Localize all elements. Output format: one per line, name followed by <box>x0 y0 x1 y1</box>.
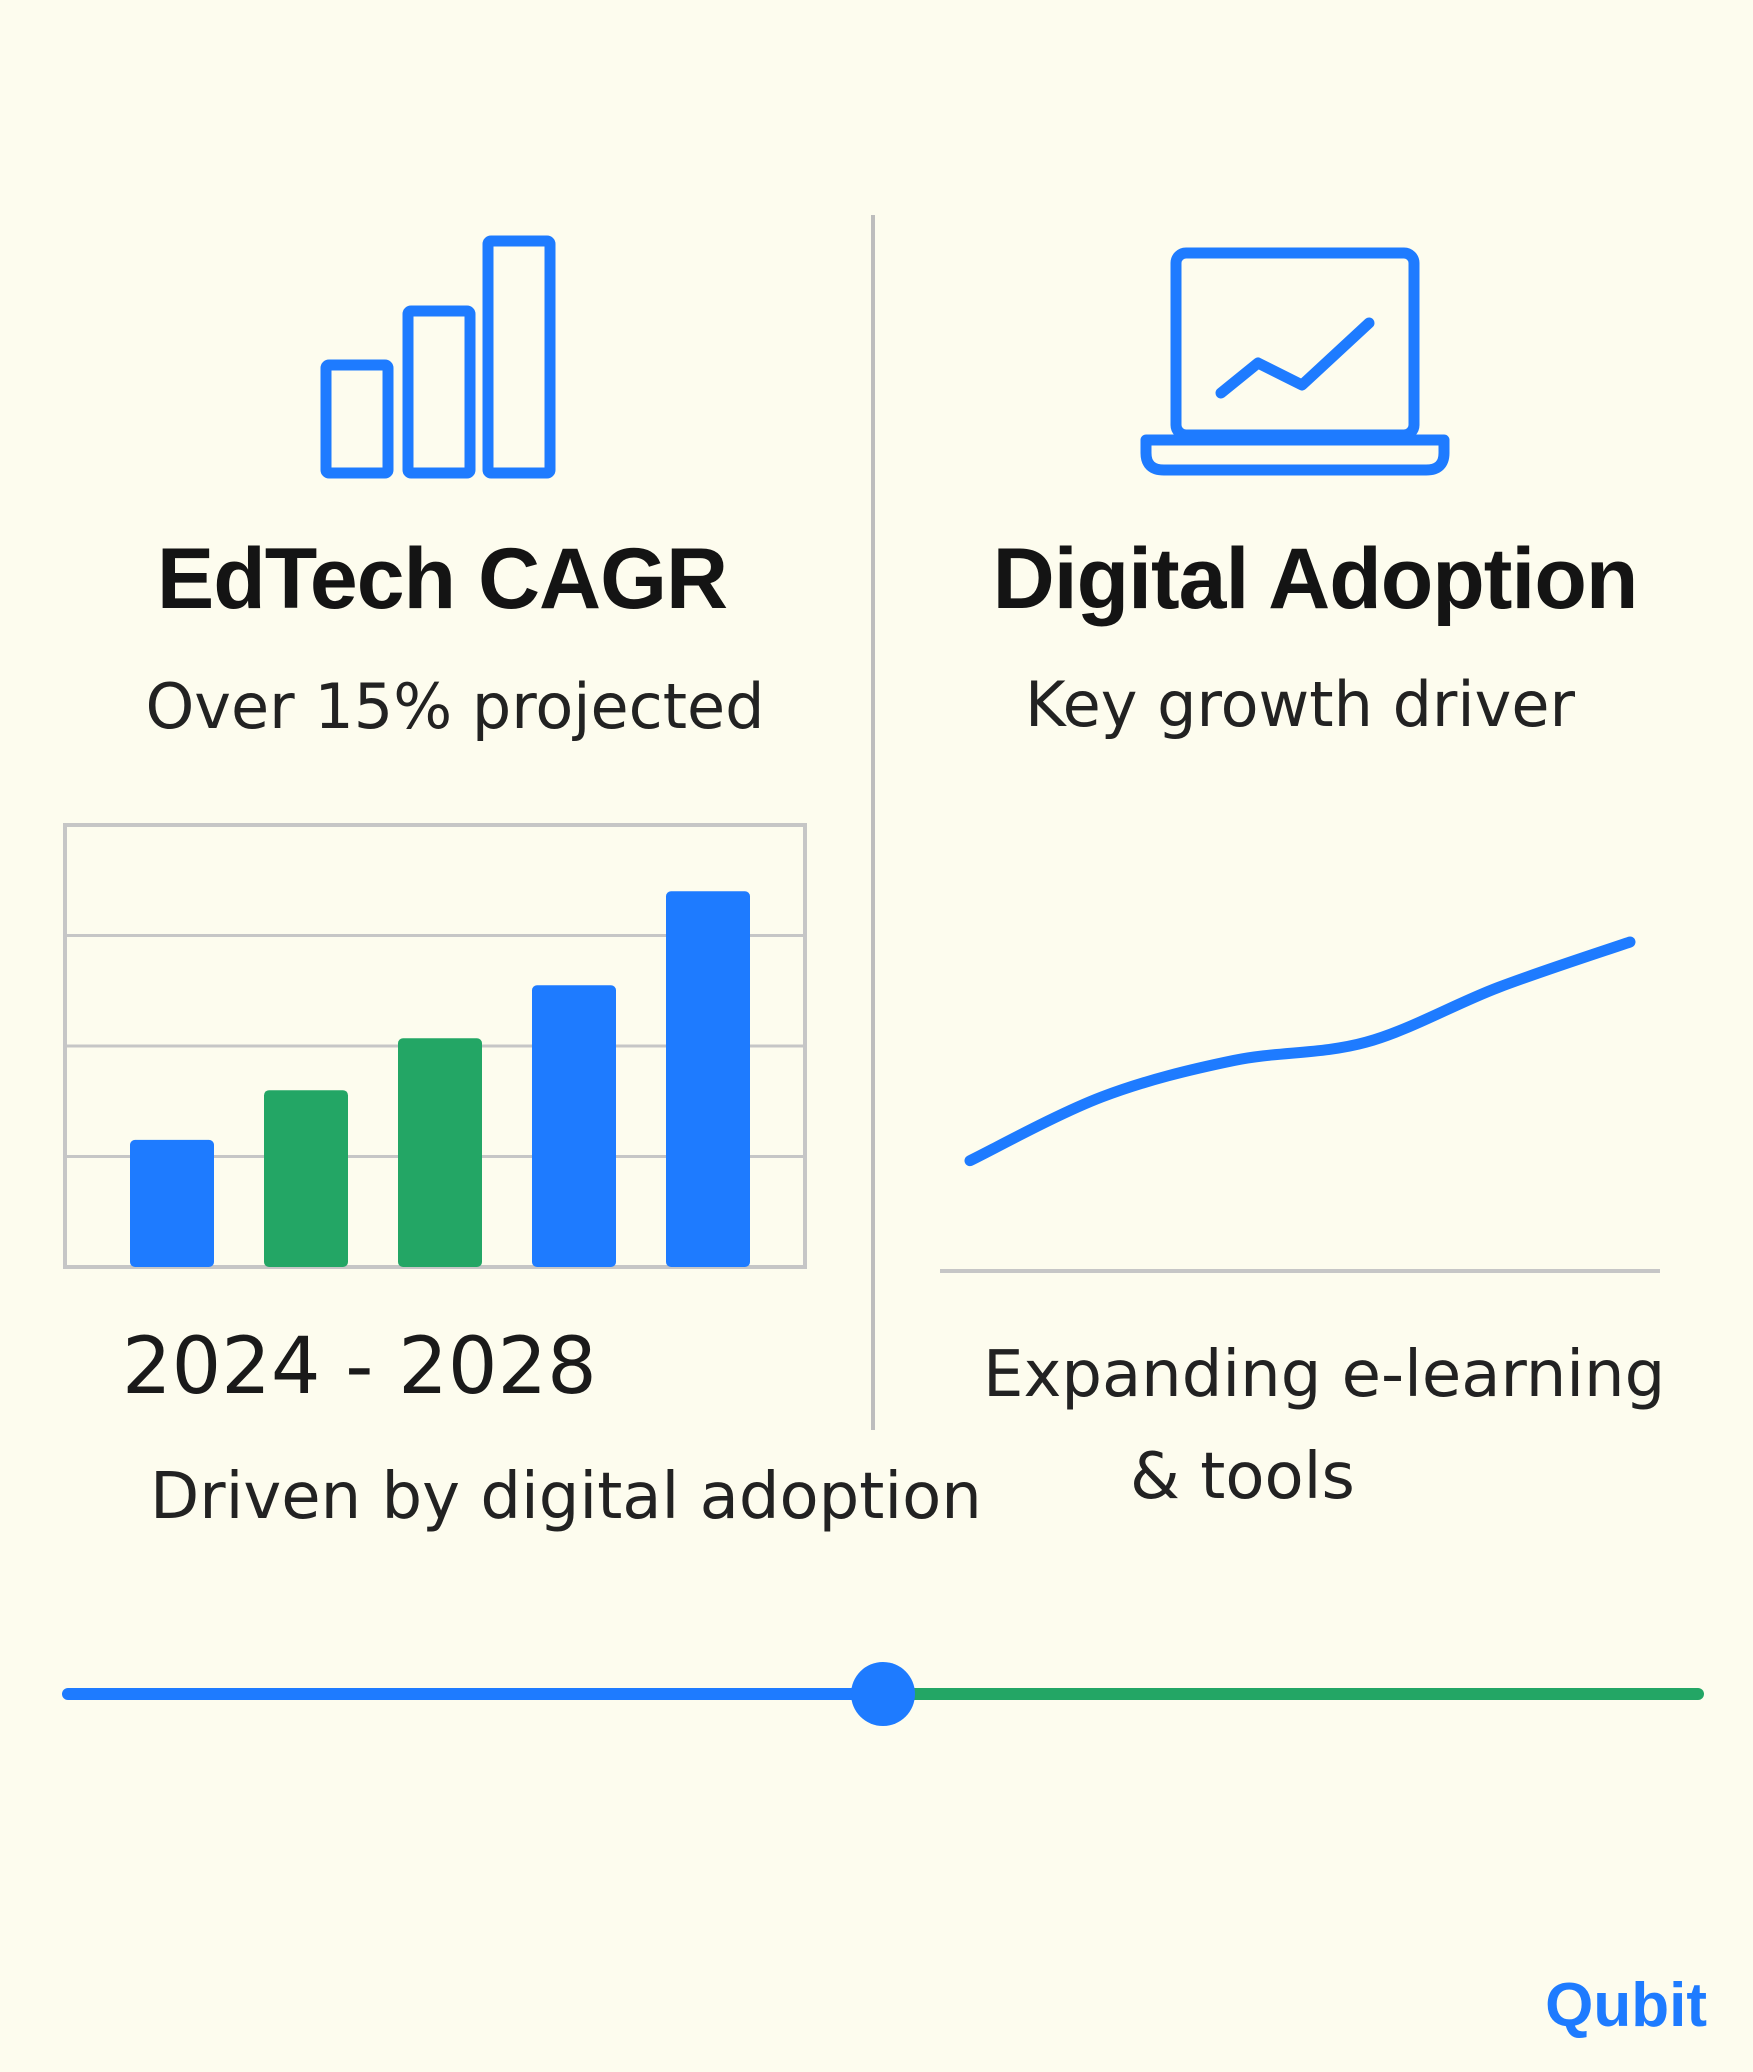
bar-1 <box>130 1139 214 1267</box>
timeline-track-progress <box>62 1688 883 1700</box>
bar-2 <box>264 1090 348 1267</box>
laptop-base <box>1140 434 1450 476</box>
right-caption-line2: & tools <box>1130 1440 1355 1514</box>
laptop-trend-icon <box>1140 247 1450 476</box>
cagr-bar-chart <box>63 823 807 1269</box>
timeline-slider[interactable] <box>62 1662 1704 1726</box>
timeline-slider-handle[interactable] <box>851 1662 915 1726</box>
timeline-track-remaining <box>883 1688 1704 1700</box>
year-range-label: 2024 - 2028 <box>122 1322 597 1412</box>
laptop-screen <box>1170 247 1420 441</box>
brand-name: Qubit <box>1545 1971 1707 2040</box>
adoption-line-chart <box>940 936 1660 1273</box>
right-caption-line1: Expanding e-learning <box>983 1338 1666 1412</box>
icon-bar-2 <box>402 305 476 479</box>
left-caption: Driven by digital adoption <box>150 1460 982 1534</box>
bar-3 <box>398 1038 482 1267</box>
digital-adoption-title: Digital Adoption <box>992 531 1639 627</box>
digital-adoption-subtitle: Key growth driver <box>1025 668 1575 741</box>
edtech-cagr-subtitle: Over 15% projected <box>145 670 765 743</box>
icon-bar-3 <box>482 235 556 479</box>
bar-4 <box>532 985 616 1267</box>
panel-divider <box>871 215 875 1430</box>
bar-chart-icon <box>320 235 556 479</box>
icon-bar-1 <box>320 359 394 479</box>
edtech-cagr-title: EdTech CAGR <box>156 531 728 627</box>
laptop-trend-line <box>1215 317 1375 399</box>
qubit-logo: Qubit <box>1545 1970 1707 2041</box>
adoption-trend-line <box>964 936 1636 1167</box>
bar-5 <box>666 891 750 1267</box>
